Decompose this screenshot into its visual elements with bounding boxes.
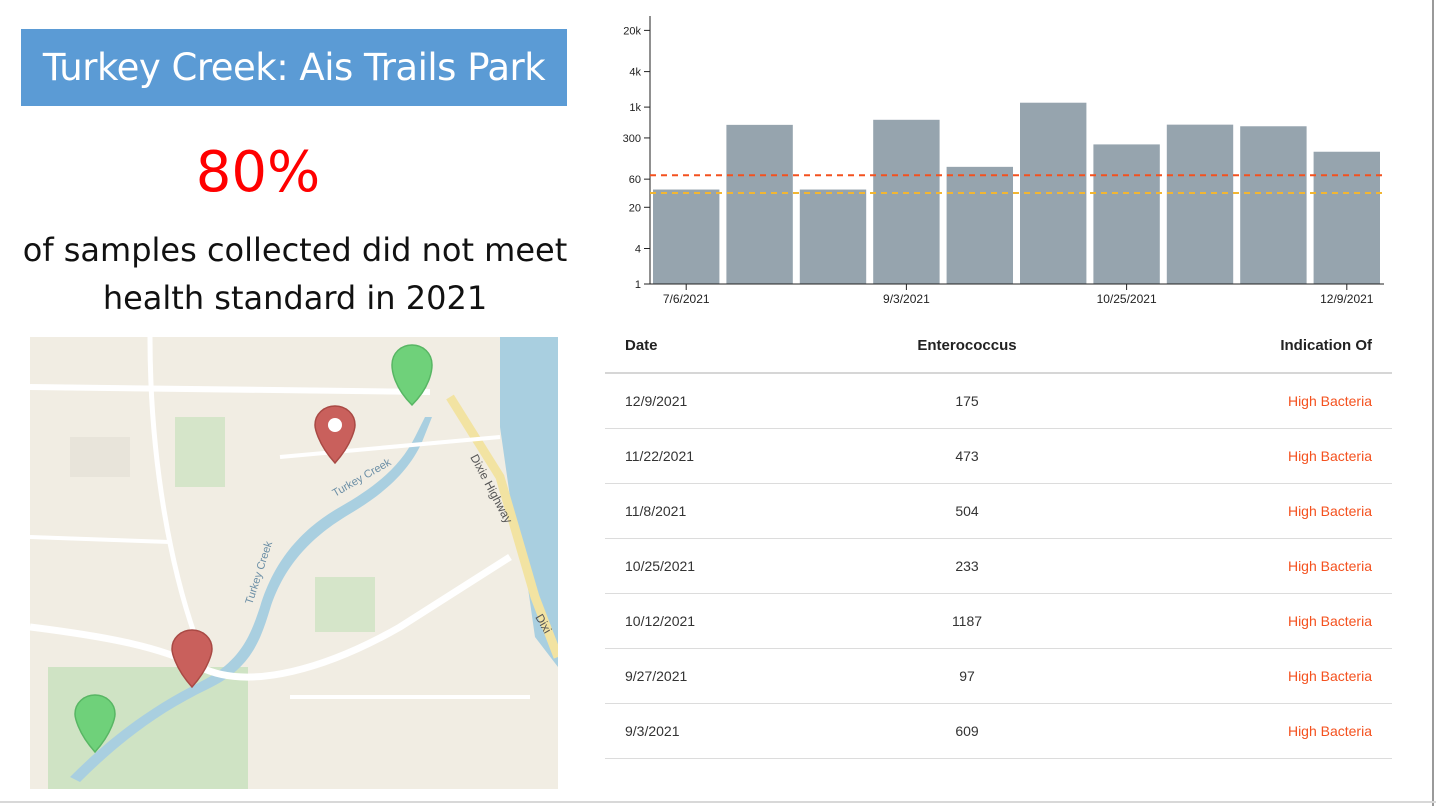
- table-row[interactable]: 11/22/2021 473 High Bacteria: [605, 429, 1392, 484]
- row-indication: High Bacteria: [1287, 668, 1372, 684]
- chart-bar: [653, 189, 720, 284]
- chart-bar: [799, 189, 867, 284]
- y-tick-label: 20: [629, 202, 641, 214]
- row-date: 10/12/2021: [625, 613, 696, 629]
- x-tick-label: 9/3/2021: [883, 292, 930, 306]
- x-tick-label: 7/6/2021: [663, 292, 710, 306]
- x-tick-label: 10/25/2021: [1097, 292, 1157, 306]
- row-enterococcus: 473: [955, 448, 979, 464]
- row-enterococcus: 97: [959, 668, 975, 684]
- x-tick-label: 12/9/2021: [1320, 292, 1374, 306]
- row-enterococcus: 609: [955, 723, 979, 739]
- row-date: 10/25/2021: [625, 558, 696, 574]
- row-enterococcus: 504: [955, 503, 979, 519]
- row-date: 9/27/2021: [625, 668, 688, 684]
- row-indication: High Bacteria: [1287, 558, 1372, 574]
- map-marker-good[interactable]: [391, 344, 433, 407]
- table-row[interactable]: 10/12/2021 1187 High Bacteria: [605, 594, 1392, 649]
- chart-bar: [726, 124, 793, 284]
- header-enterococcus[interactable]: Enterococcus: [917, 336, 1017, 354]
- chart-bar: [946, 166, 1013, 284]
- y-tick-label: 4: [635, 243, 641, 255]
- y-tick-label: 300: [623, 133, 641, 145]
- y-tick-label: 60: [629, 174, 641, 186]
- page-title: Turkey Creek: Ais Trails Park: [21, 29, 567, 106]
- y-tick-label: 1k: [629, 102, 641, 114]
- row-date: 9/3/2021: [625, 723, 680, 739]
- chart-bar: [1166, 124, 1234, 284]
- table-row[interactable]: 10/25/2021 233 High Bacteria: [605, 539, 1392, 594]
- lagoon-water: [500, 337, 558, 667]
- map-marker-bad[interactable]: [171, 629, 213, 689]
- map-marker-good[interactable]: [74, 694, 116, 754]
- green-area: [315, 577, 375, 632]
- row-date: 12/9/2021: [625, 393, 688, 409]
- slide-bottom-border: [0, 801, 1436, 803]
- row-indication: High Bacteria: [1287, 613, 1372, 629]
- road: [147, 337, 208, 663]
- table-row[interactable]: 11/8/2021 504 High Bacteria: [605, 484, 1392, 539]
- row-indication: High Bacteria: [1287, 503, 1372, 519]
- page-title-text: Turkey Creek: Ais Trails Park: [42, 46, 546, 89]
- slide-right-border: [1432, 0, 1434, 806]
- chart-bar: [1093, 144, 1160, 284]
- stat-description: of samples collected did not meet health…: [22, 231, 568, 317]
- selected-marker-dot: [328, 418, 342, 432]
- row-date: 11/22/2021: [625, 448, 695, 464]
- row-date: 11/8/2021: [625, 503, 687, 519]
- row-enterococcus: 233: [955, 558, 979, 574]
- road: [30, 535, 171, 544]
- map-marker-bad-selected[interactable]: [314, 405, 356, 465]
- chart-bar: [873, 119, 940, 285]
- creek-water: [70, 417, 432, 782]
- table-row[interactable]: 9/3/2021 609 High Bacteria: [605, 704, 1392, 759]
- samples-table: Date Enterococcus Indication Of 12/9/202…: [605, 318, 1392, 759]
- row-indication: High Bacteria: [1287, 723, 1372, 739]
- row-indication: High Bacteria: [1287, 393, 1372, 409]
- road: [279, 435, 501, 459]
- row-enterococcus: 1187: [951, 613, 983, 629]
- block-area: [70, 437, 130, 477]
- row-indication: High Bacteria: [1287, 448, 1372, 464]
- enterococcus-bar-chart: 1 4 20 60 300 1k 4k 20k 7/6/2021 9/3/2021 10/25/20…: [600, 8, 1400, 318]
- header-date[interactable]: Date: [625, 336, 658, 354]
- green-area: [175, 417, 225, 487]
- y-tick-label: 4k: [629, 67, 641, 79]
- road: [30, 384, 431, 395]
- y-tick-label: 1: [635, 279, 641, 291]
- chart-bar: [1020, 102, 1087, 285]
- header-indication[interactable]: Indication Of: [1280, 336, 1372, 354]
- location-map[interactable]: Turkey Creek Turkey Creek Dixie Highway …: [30, 337, 558, 789]
- table-header: Date Enterococcus Indication Of: [605, 318, 1392, 374]
- dixie-highway-road: [446, 394, 558, 659]
- chart-bar: [1313, 151, 1380, 284]
- table-row[interactable]: 12/9/2021 175 High Bacteria: [605, 374, 1392, 429]
- table-row[interactable]: 9/27/2021 97 High Bacteria: [605, 649, 1392, 704]
- stat-percent: 80%: [195, 140, 321, 205]
- row-enterococcus: 175: [955, 393, 979, 409]
- y-tick-label: 20k: [623, 25, 641, 37]
- chart-bar: [1240, 126, 1307, 284]
